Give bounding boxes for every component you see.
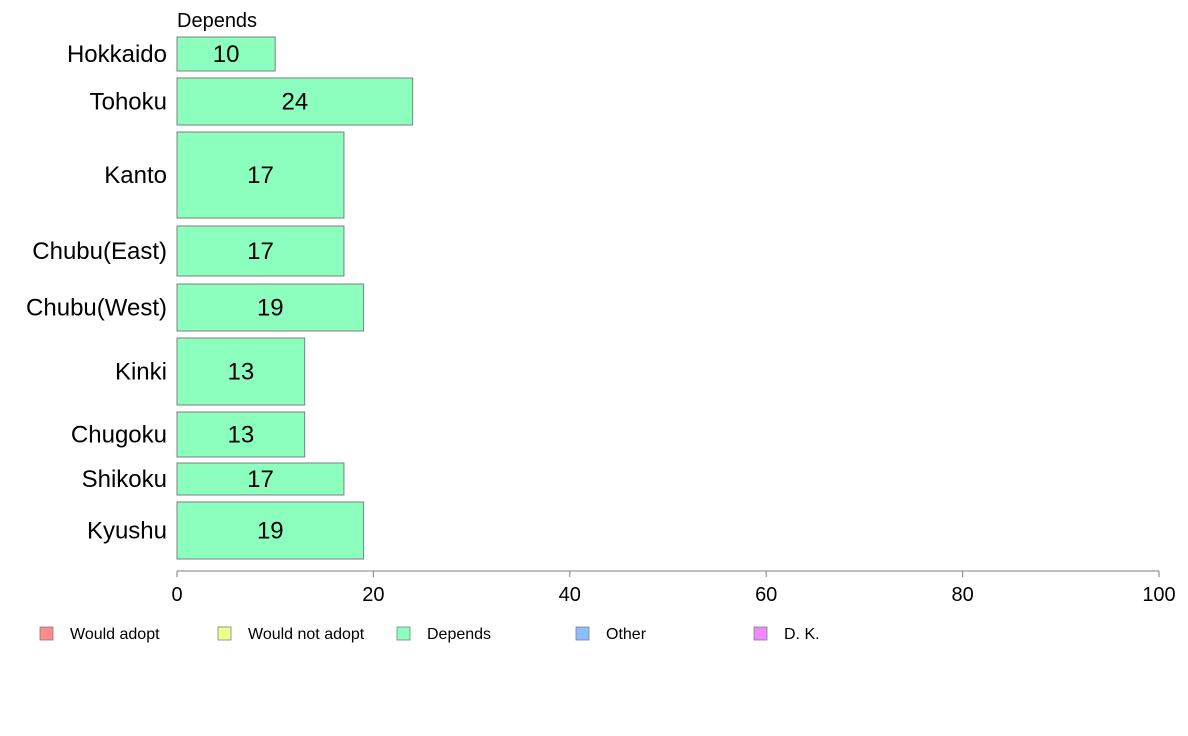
- x-tick-label-80: 80: [951, 584, 973, 606]
- category-label-chugoku: Chugoku: [71, 422, 167, 449]
- data-label-chubu-west: 19: [257, 295, 284, 322]
- bar-kyushu: [176, 501, 365, 560]
- category-label-kinki: Kinki: [115, 359, 167, 386]
- category-labels: Hokkaido Tohoku Kanto Chubu(East) Chubu(West…: [26, 41, 167, 545]
- data-label-kanto: 17: [247, 162, 274, 189]
- legend-label-other: Other: [606, 626, 647, 643]
- category-label-chubu-east: Chubu(East): [32, 238, 167, 265]
- x-axis: 0 20 40 60 80 100: [171, 570, 1176, 606]
- bar-shikoku: [176, 462, 345, 496]
- legend-label-would-adopt: Would adopt: [70, 626, 160, 643]
- legend-swatch-would-not-adopt: [217, 626, 232, 641]
- bar-chubu-west: [176, 283, 365, 332]
- bar-kinki: [176, 337, 306, 406]
- bar-chubu-east: [176, 225, 345, 277]
- bar-hokkaido: [176, 36, 276, 72]
- data-label-tohoku: 24: [281, 89, 308, 116]
- data-label-chugoku: 13: [227, 422, 254, 449]
- category-label-kyushu: Kyushu: [87, 518, 167, 545]
- legend-label-d-k: D. K.: [784, 626, 820, 643]
- legend-swatch-would-adopt: [39, 626, 54, 641]
- series-header-depends: Depends: [177, 10, 257, 32]
- legend-swatch-d-k: [753, 626, 768, 641]
- bar-tohoku: [176, 77, 414, 126]
- x-tick-label-100: 100: [1142, 584, 1175, 606]
- legend-label-would-not-adopt: Would not adopt: [248, 626, 365, 643]
- bars-group: 10 24 17 17 19 13 13 17 19: [176, 36, 414, 560]
- x-tick-label-40: 40: [559, 584, 581, 606]
- bar-chugoku: [176, 411, 306, 458]
- category-label-chubu-west: Chubu(West): [26, 295, 167, 322]
- x-tick-label-20: 20: [362, 584, 384, 606]
- category-label-hokkaido: Hokkaido: [67, 41, 167, 68]
- x-tick-label-0: 0: [171, 584, 182, 606]
- data-label-chubu-east: 17: [247, 238, 274, 265]
- data-label-kyushu: 19: [257, 518, 284, 545]
- data-label-shikoku: 17: [247, 466, 274, 493]
- legend-swatch-depends: [396, 626, 411, 641]
- category-label-kanto: Kanto: [104, 162, 167, 189]
- bar-kanto: [176, 131, 345, 219]
- legend-label-depends: Depends: [427, 626, 491, 643]
- data-label-hokkaido: 10: [213, 41, 240, 68]
- x-tick-label-60: 60: [755, 584, 777, 606]
- data-label-kinki: 13: [227, 359, 254, 386]
- legend-swatch-other: [575, 626, 590, 641]
- category-label-tohoku: Tohoku: [90, 89, 167, 116]
- legend: Would adopt Would not adopt Depends Other D.…: [39, 626, 820, 643]
- category-label-shikoku: Shikoku: [82, 466, 167, 493]
